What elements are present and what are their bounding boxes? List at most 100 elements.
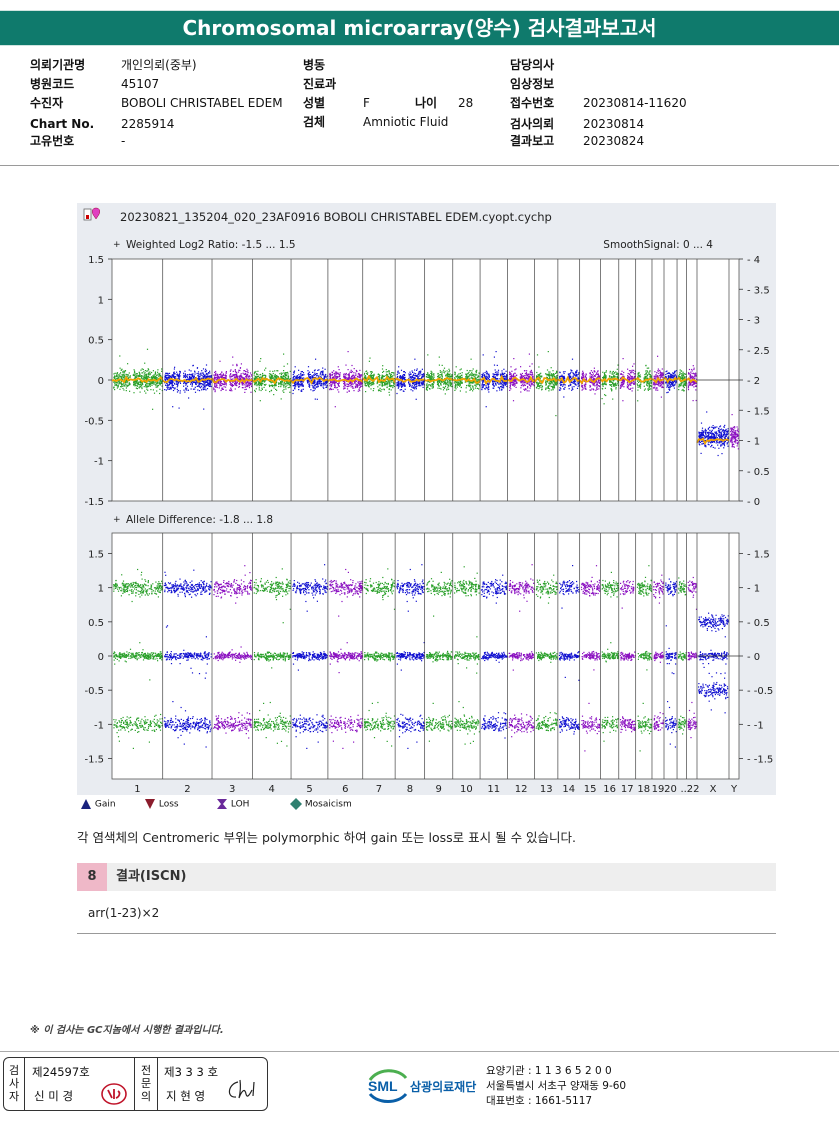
allele-points-chr-3 — [213, 565, 253, 739]
footer-divider — [0, 1051, 839, 1052]
section-number: 8 — [77, 863, 107, 891]
centromere-note: 각 염색체의 Centromeric 부위는 polymorphic 하여 ga… — [77, 830, 577, 845]
label-hospital-code: 병원코드 — [30, 77, 75, 91]
loss-triangle-icon — [145, 799, 155, 809]
panel2-label: Allele Difference: -1.8 ... 1.8 — [126, 514, 273, 526]
value-age: 28 — [458, 96, 474, 110]
allele-points-chr-19 — [653, 574, 664, 731]
allele-tick-label: 1.5 — [88, 550, 104, 561]
log2-points-chr-4 — [253, 353, 292, 402]
info-column-1: 의뢰기관명 개인의뢰(중부) 병원코드 45107 수진자 BOBOLI CHR… — [30, 56, 290, 156]
tester-name: 신 미 경 — [34, 1089, 74, 1103]
log2-points-chr-21 — [678, 369, 687, 392]
allele-tick-label: 0.5 — [88, 618, 104, 629]
result-divider — [77, 933, 776, 934]
allele-points-chr-15 — [580, 565, 601, 752]
tester-seal — [101, 1083, 127, 1105]
allele-right-tick-label: - -1 — [747, 720, 764, 731]
org-name: 삼광의료재단 — [410, 1080, 477, 1094]
chromosome-label: 17 — [621, 784, 634, 795]
allele-right-tick-label: - 0.5 — [747, 618, 770, 629]
allele-points-chr-20 — [665, 578, 678, 748]
label-doctor: 담당의사 — [510, 58, 555, 72]
allele-points-chr-7 — [363, 568, 396, 747]
value-patient: BOBOLI CHRISTABEL EDEM — [121, 96, 283, 110]
log2-tick-label: -1.5 — [84, 497, 104, 508]
log2-tick-label: 0.5 — [88, 336, 104, 347]
log2-tick-label: -1 — [94, 457, 104, 468]
label-unique-no: 고유번호 — [30, 134, 75, 148]
allele-points-chr-13 — [535, 574, 558, 732]
allele-points-chr-9 — [425, 571, 453, 742]
file-icon — [83, 207, 100, 221]
chromosome-label: 11 — [487, 784, 500, 795]
mosaicism-diamond-icon — [290, 798, 302, 810]
chromosome-label: 5 — [306, 784, 312, 795]
allele-points-chr-22 — [687, 576, 698, 739]
smooth-tick-label: - 4 — [747, 255, 760, 266]
legend-gain: Gain — [80, 798, 116, 810]
allele-points-chr-14 — [558, 565, 580, 735]
chromosome-label: 10 — [460, 784, 473, 795]
value-specimen: Amniotic Fluid — [363, 115, 449, 129]
log2-tick-label: -0.5 — [84, 416, 104, 427]
section-title: 결과(ISCN) — [116, 869, 187, 884]
allele-points-chr-17 — [619, 580, 636, 733]
chromosome-label: 18 — [637, 784, 650, 795]
log2-points-chr-X — [698, 411, 729, 457]
org-line3: 대표번호 : 1661-5117 — [486, 1095, 593, 1107]
smooth-tick-label: - 2 — [747, 376, 760, 387]
allele-points-chr-5 — [292, 564, 328, 749]
chromosome-label: 2 — [184, 784, 190, 795]
allele-tick-label: 0 — [98, 652, 104, 663]
allele-points-chr-6 — [329, 568, 363, 749]
log2-points-chr-13 — [535, 351, 559, 417]
chromosome-label: 19 — [652, 784, 665, 795]
chromosome-label: 3 — [229, 784, 235, 795]
value-request-date: 20230814 — [583, 117, 645, 131]
allele-points-chr-21 — [678, 577, 687, 735]
allele-tick-label: 1 — [98, 584, 104, 595]
allele-tick-label: -1.5 — [84, 755, 104, 766]
chromosome-label: 1 — [134, 784, 140, 795]
org-line2: 서울특별시 서초구 양재동 9-60 — [486, 1080, 627, 1092]
allele-tick-label: -1 — [94, 720, 104, 731]
chromosome-label: 8 — [407, 784, 413, 795]
panel1-plus: + — [113, 240, 121, 250]
allele-points-chr-16 — [601, 571, 619, 742]
cnv-chart: 20230821_135204_020_23AF0916 BOBOLI CHRI… — [77, 203, 776, 795]
chromosome-label: 15 — [584, 784, 597, 795]
smooth-tick-label: - 1 — [747, 437, 760, 448]
section-header: 8 결과(ISCN) — [77, 863, 776, 891]
chromosome-label: 9 — [436, 784, 442, 795]
cnv-chart-svg: 20230821_135204_020_23AF0916 BOBOLI CHRI… — [83, 207, 773, 795]
log2-points-chr-15 — [581, 367, 601, 395]
label-receipt-no: 접수번호 — [510, 96, 555, 110]
org-line1: 요양기관 : 1 1 3 6 5 2 0 0 — [486, 1065, 612, 1077]
chromosome-label: X — [710, 784, 717, 795]
gain-triangle-icon — [81, 799, 91, 809]
label-sex: 성별 — [303, 96, 326, 110]
specialist-signature — [228, 1079, 255, 1099]
log2-points-chr-9 — [425, 354, 453, 395]
label-report-date: 결과보고 — [510, 134, 555, 148]
smooth-tick-label: - 3.5 — [747, 285, 770, 296]
chromosome-label: 20 — [664, 784, 677, 795]
log2-points-chr-Y — [730, 414, 740, 450]
allele-points-chr-18 — [636, 565, 653, 752]
allele-right-tick-label: - -1.5 — [747, 755, 773, 766]
label-request-date: 검사의뢰 — [510, 117, 555, 131]
allele-right-tick-label: - 0 — [747, 652, 760, 663]
allele-points-chr-8 — [396, 564, 425, 749]
smooth-tick-label: - 3 — [747, 316, 760, 327]
allele-points-chr-11 — [481, 574, 508, 739]
label-clinical-info: 임상정보 — [510, 77, 555, 91]
allele-points-chr-12 — [508, 564, 535, 738]
sml-logo-icon: SML — [368, 1069, 408, 1103]
allele-difference-panel: 1.5 1 0.5 0 -0.5 -1 -1.5 - 1.5 - 1 - 0.5 - 0 - -0.5… — [84, 532, 773, 780]
header-divider — [0, 165, 839, 166]
tester-license: 제24597호 — [32, 1065, 90, 1079]
